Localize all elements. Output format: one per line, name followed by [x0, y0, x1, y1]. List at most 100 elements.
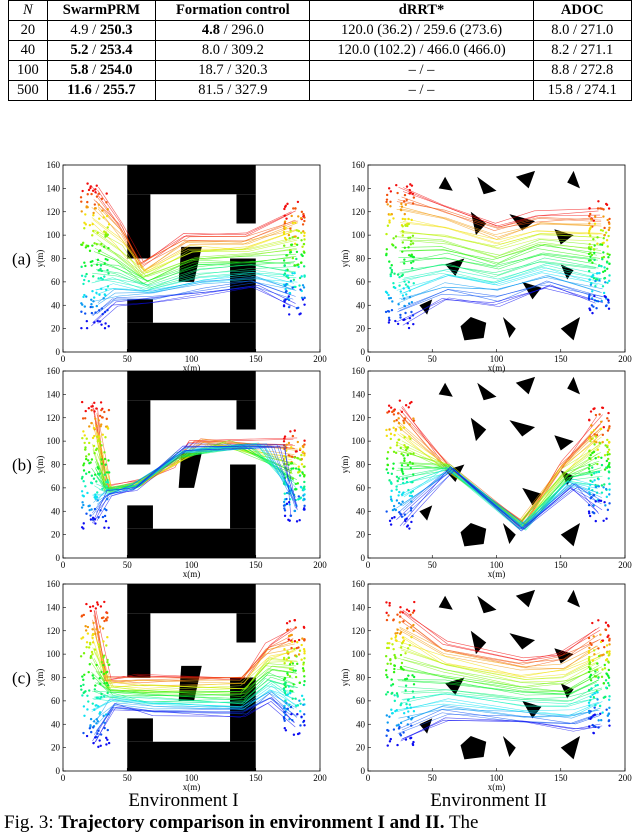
agent — [80, 310, 83, 313]
agent — [91, 653, 94, 656]
agent — [291, 662, 295, 665]
agent — [386, 463, 389, 466]
agent — [410, 184, 414, 187]
agent — [399, 665, 403, 669]
agent — [303, 713, 306, 716]
agent — [82, 652, 86, 655]
agent — [600, 265, 603, 268]
obstacle — [460, 522, 487, 547]
agent — [403, 193, 407, 197]
agent — [398, 275, 401, 279]
axes-frame — [367, 370, 626, 559]
agent — [82, 527, 85, 530]
agent — [604, 444, 607, 447]
agent — [84, 213, 87, 216]
agent — [607, 668, 611, 672]
obstacle — [560, 316, 581, 341]
agent — [82, 469, 86, 472]
agent — [386, 690, 390, 694]
agent — [99, 682, 102, 685]
agent — [603, 645, 606, 649]
agent — [598, 279, 601, 282]
agent — [284, 226, 287, 230]
agent — [588, 699, 592, 702]
agent — [105, 644, 108, 647]
agent — [107, 408, 111, 412]
agent — [288, 237, 291, 240]
agent — [589, 479, 592, 482]
agent — [404, 738, 408, 741]
agent — [406, 446, 409, 450]
agent — [98, 320, 102, 323]
trajectory — [92, 284, 296, 324]
obstacle — [460, 316, 487, 341]
agent — [95, 424, 98, 428]
agent — [401, 241, 404, 244]
agent — [607, 427, 611, 430]
agent — [404, 445, 407, 449]
trajectory — [401, 261, 596, 273]
agent — [597, 676, 600, 680]
agent — [589, 410, 593, 413]
agent — [100, 692, 103, 696]
agent — [302, 698, 306, 701]
agent — [403, 417, 407, 420]
x-tick-label: 0 — [366, 773, 371, 783]
agent — [596, 691, 599, 694]
agent — [591, 437, 594, 440]
agent — [608, 465, 611, 469]
agent — [107, 246, 110, 250]
agent — [92, 741, 95, 745]
agent — [396, 695, 399, 698]
agent — [412, 419, 416, 422]
agent — [588, 661, 592, 664]
agent — [393, 420, 396, 423]
agent — [103, 230, 106, 233]
agent — [106, 636, 109, 639]
table-cell: 100 — [8, 60, 48, 81]
agent — [392, 504, 396, 508]
agent — [600, 463, 604, 467]
agent — [100, 307, 104, 310]
agent — [385, 468, 388, 471]
agent — [387, 187, 391, 190]
agent — [105, 508, 108, 512]
agent — [285, 254, 288, 257]
agent — [390, 270, 394, 274]
trajectory — [96, 421, 297, 491]
agent — [103, 600, 106, 604]
agent — [297, 306, 300, 309]
trajectory — [93, 683, 291, 704]
agent — [300, 715, 303, 718]
agent — [106, 478, 109, 482]
agent — [606, 281, 609, 284]
trajectory — [396, 267, 598, 291]
agent — [293, 429, 296, 432]
trajectory — [95, 270, 294, 286]
agent — [405, 185, 409, 188]
y-tick-label: 20 — [51, 530, 61, 540]
agent — [105, 736, 108, 740]
agent — [411, 192, 415, 195]
agent — [103, 275, 106, 278]
agent — [89, 656, 92, 660]
agent — [408, 703, 412, 706]
agent — [396, 273, 400, 276]
trajectory — [400, 610, 601, 659]
obstacle — [438, 382, 453, 397]
x-tick-label: 150 — [554, 560, 568, 570]
agent — [608, 452, 611, 456]
agent — [96, 499, 100, 502]
agent — [599, 427, 603, 431]
trajectory — [403, 466, 600, 530]
agent — [95, 495, 98, 499]
caption-text: Fig. 3: — [4, 812, 59, 833]
trajectory — [95, 681, 298, 705]
agent — [92, 296, 96, 299]
agent — [86, 625, 90, 629]
agent — [588, 215, 591, 218]
obstacle — [477, 382, 497, 401]
agent — [95, 480, 98, 483]
agent — [409, 736, 413, 740]
agent — [396, 631, 399, 635]
